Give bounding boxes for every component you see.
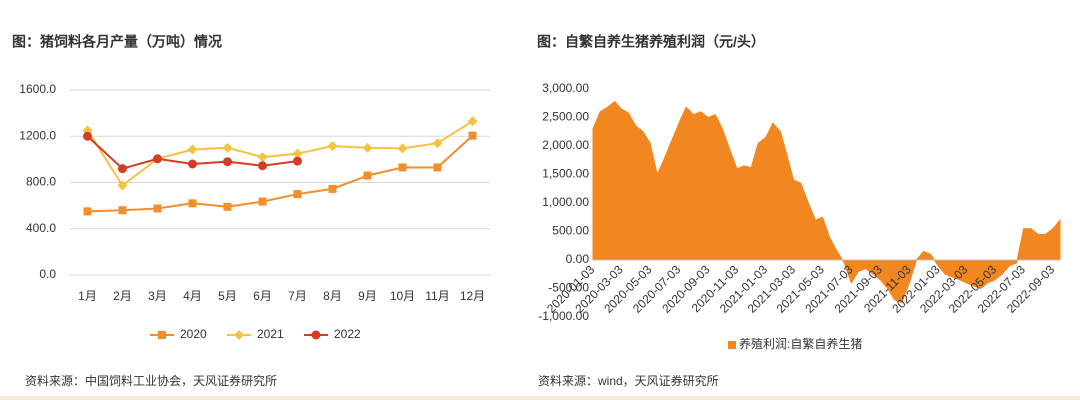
marker — [432, 138, 443, 149]
marker — [153, 204, 162, 213]
chart-title: 图：猪饲料各月产量（万吨）情况 — [12, 34, 222, 50]
marker — [468, 131, 477, 140]
x-tick-label: 2月 — [113, 289, 132, 303]
marker — [83, 131, 92, 141]
marker — [118, 164, 127, 174]
y-tick-label: 0.00 — [566, 252, 590, 266]
source: 资料来源：wind，天风证券研究所 — [538, 373, 719, 388]
bottom-band — [0, 396, 1080, 400]
legend-label: 2020 — [180, 327, 207, 341]
y-tick-label: -500.00 — [548, 281, 589, 295]
x-tick-label: 3月 — [148, 289, 167, 303]
marker — [292, 148, 303, 159]
y-tick-label: 2,500.00 — [542, 110, 589, 124]
marker — [223, 202, 232, 211]
y-tick-label: 1,000.00 — [542, 195, 589, 209]
marker — [187, 144, 198, 155]
legend-label: 养殖利润:自繁自养生猪 — [739, 336, 862, 351]
legend-label: 2022 — [334, 327, 361, 341]
marker — [257, 152, 268, 163]
marker — [258, 197, 267, 206]
marker — [222, 142, 233, 153]
x-tick-label: 1月 — [78, 289, 97, 303]
x-tick-label: 5月 — [218, 289, 237, 303]
y-tick-label: 400.0 — [26, 221, 56, 235]
marker — [153, 154, 162, 164]
x-tick-label: 6月 — [253, 289, 272, 303]
marker — [258, 161, 267, 171]
y-tick-label: 0.0 — [39, 267, 56, 281]
marker — [433, 163, 442, 172]
y-tick-label: 800.0 — [26, 175, 56, 189]
x-tick-label: 9月 — [358, 289, 377, 303]
marker — [398, 163, 407, 172]
marker — [327, 141, 338, 152]
y-tick-label: 500.00 — [552, 224, 589, 238]
x-tick-label: 12月 — [460, 289, 485, 303]
x-tick-label: 11月 — [425, 289, 449, 303]
y-tick-label: 3,000.00 — [542, 81, 589, 95]
marker — [223, 157, 232, 167]
marker — [158, 331, 166, 339]
marker — [117, 180, 128, 191]
y-tick-label: 1200.0 — [19, 128, 56, 142]
marker — [311, 330, 321, 340]
area — [592, 100, 1061, 304]
source: 资料来源：中国饲料工业协会，天风证券研究所 — [25, 373, 277, 388]
legend-swatch — [728, 341, 736, 349]
y-tick-label: 2,000.00 — [542, 138, 589, 152]
marker — [188, 159, 197, 169]
series-line — [86, 120, 474, 187]
marker — [363, 171, 372, 180]
marker — [362, 142, 373, 153]
y-tick-label: 1,500.00 — [542, 167, 589, 181]
x-tick-label: 4月 — [183, 289, 202, 303]
y-tick-label: -1,000.00 — [538, 309, 589, 323]
series-line — [87, 134, 474, 213]
x-tick-label: 7月 — [288, 289, 307, 303]
y-tick-label: 1600.0 — [19, 82, 56, 96]
marker — [467, 116, 478, 127]
marker — [188, 199, 197, 208]
x-tick-label: 10月 — [390, 289, 415, 303]
legend-label: 2021 — [257, 327, 284, 341]
marker — [293, 156, 302, 166]
marker — [234, 330, 244, 340]
marker — [118, 206, 127, 215]
marker — [328, 184, 337, 193]
marker — [293, 190, 302, 199]
marker — [83, 207, 92, 216]
x-tick-label: 8月 — [323, 289, 342, 303]
marker — [397, 143, 408, 154]
chart-title: 图：自繁自养生猪养殖利润（元/头） — [537, 34, 765, 50]
